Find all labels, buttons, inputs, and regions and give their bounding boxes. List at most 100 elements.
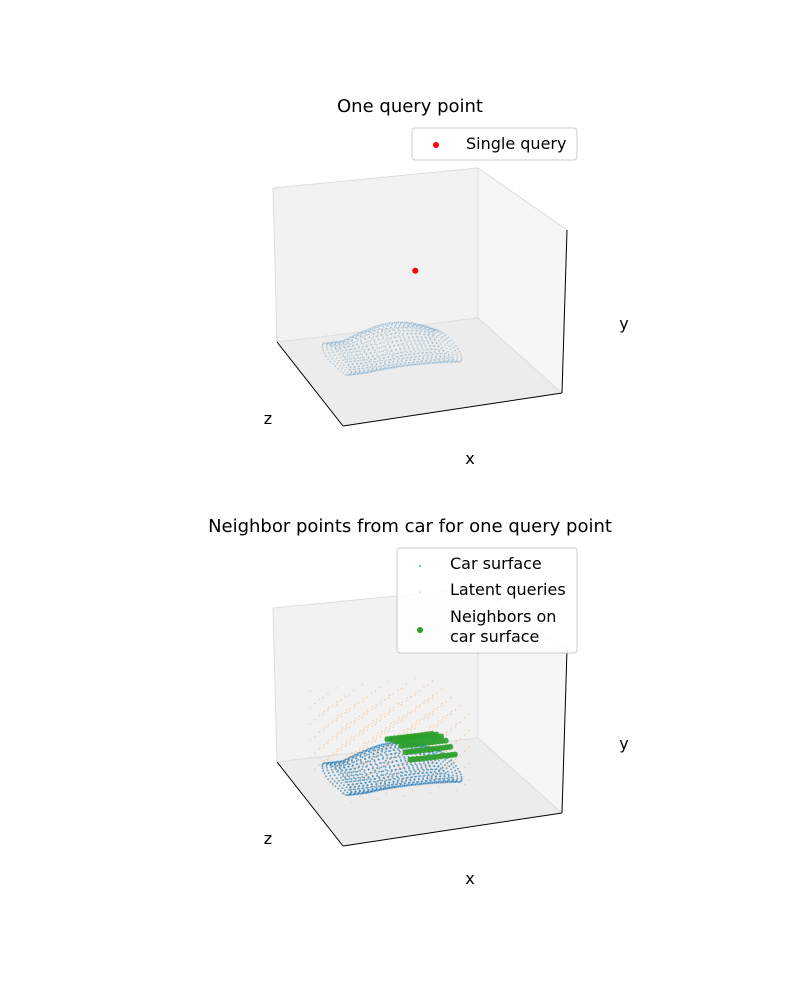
car-surface-point: [326, 769, 329, 772]
car-surface-point: [394, 324, 397, 327]
latent-query-point: [397, 703, 400, 705]
car-surface-point: [387, 341, 390, 344]
car-surface-point: [335, 341, 338, 344]
car-surface-point: [365, 366, 368, 369]
car-surface-point: [374, 361, 377, 363]
car-surface-point: [381, 330, 383, 333]
car-surface-point: [357, 758, 360, 761]
car-surface-point: [395, 355, 398, 358]
latent-query-point: [413, 710, 416, 713]
car-surface-point: [367, 768, 370, 771]
car-surface-point: [399, 330, 402, 333]
car-surface-point: [388, 358, 390, 361]
car-surface-point: [342, 340, 344, 342]
car-surface-point: [344, 349, 347, 352]
car-surface-point: [388, 361, 390, 364]
car-surface-point: [407, 765, 410, 768]
car-surface-point: [456, 777, 459, 780]
car-surface-point: [435, 329, 438, 331]
car-surface-point: [436, 330, 439, 333]
car-surface-point: [460, 359, 463, 362]
car-surface-point: [418, 352, 420, 354]
car-surface-point: [400, 351, 402, 354]
car-surface-point: [359, 331, 361, 334]
car-surface-point: [373, 760, 376, 763]
latent-query-point: [432, 710, 435, 713]
latent-query-point: [340, 715, 342, 718]
car-surface-point: [420, 326, 422, 329]
car-surface-point: [370, 344, 373, 346]
legend-label-latent-queries: Latent queries: [450, 580, 566, 599]
latent-query-point: [397, 719, 400, 722]
car-surface-point: [417, 348, 420, 351]
car-surface-point: [444, 360, 447, 362]
latent-query-point: [414, 724, 417, 727]
car-surface-point: [357, 785, 360, 788]
car-surface-point: [459, 360, 462, 363]
latent-query-point: [337, 714, 339, 717]
latent-query-point: [384, 748, 386, 750]
latent-query-point: [362, 697, 365, 700]
car-surface-point: [353, 360, 355, 363]
car-surface-point: [381, 757, 384, 760]
car-surface-point: [446, 779, 449, 782]
latent-query-point: [387, 713, 390, 716]
car-surface-point: [387, 323, 390, 325]
car-surface-point: [380, 346, 383, 349]
car-surface-point: [354, 788, 357, 791]
latent-query-point: [362, 730, 365, 733]
car-surface-point: [418, 775, 421, 778]
latent-query-point: [361, 717, 364, 719]
latent-query-point: [454, 725, 457, 728]
car-surface-point: [355, 362, 358, 365]
latent-query-point: [394, 770, 396, 773]
car-surface-point: [336, 344, 338, 347]
car-surface-point: [435, 781, 438, 784]
car-surface-point: [346, 778, 349, 781]
car-surface-point: [346, 791, 349, 794]
car-surface-point: [377, 369, 380, 372]
car-surface-point: [375, 783, 378, 786]
car-surface-point: [376, 746, 379, 749]
car-surface-point: [434, 339, 436, 342]
car-surface-point: [444, 339, 447, 341]
car-surface-point: [420, 360, 423, 363]
car-surface-point: [382, 364, 385, 367]
car-surface-point: [382, 325, 384, 328]
car-surface-point: [397, 321, 400, 324]
latent-query-point: [384, 731, 386, 734]
car-surface-point: [401, 321, 404, 324]
car-surface-point: [349, 336, 351, 339]
car-surface-point: [359, 758, 362, 761]
car-surface-point: [388, 781, 391, 784]
car-surface-point: [337, 787, 340, 790]
car-surface-point: [354, 365, 356, 368]
latent-query-point: [336, 750, 338, 753]
car-surface-point: [329, 354, 332, 357]
car-surface-point: [361, 371, 364, 374]
car-surface-point: [344, 343, 347, 346]
latent-query-point: [402, 731, 405, 734]
car-surface-point: [419, 355, 422, 357]
latent-query-point: [420, 718, 422, 720]
latent-query-point: [357, 735, 360, 737]
car-surface-point: [431, 327, 434, 330]
car-surface-point: [366, 344, 368, 347]
car-surface-point: [376, 324, 378, 327]
car-surface-point: [452, 354, 454, 357]
car-surface-point: [327, 341, 330, 344]
car-surface-point: [368, 335, 371, 338]
latent-query-point: [344, 728, 347, 730]
car-surface-point: [390, 786, 393, 789]
car-surface-point: [371, 367, 374, 370]
car-surface-point: [378, 770, 381, 773]
car-surface-point: [356, 782, 359, 785]
latent-query-point: [445, 700, 448, 703]
car-surface-point: [375, 363, 378, 366]
car-surface-point: [388, 361, 391, 364]
latent-query-point: [379, 719, 381, 722]
latent-query-point: [468, 729, 471, 732]
car-surface-point: [400, 363, 402, 366]
car-surface-point: [333, 780, 336, 783]
car-surface-point: [375, 366, 378, 368]
